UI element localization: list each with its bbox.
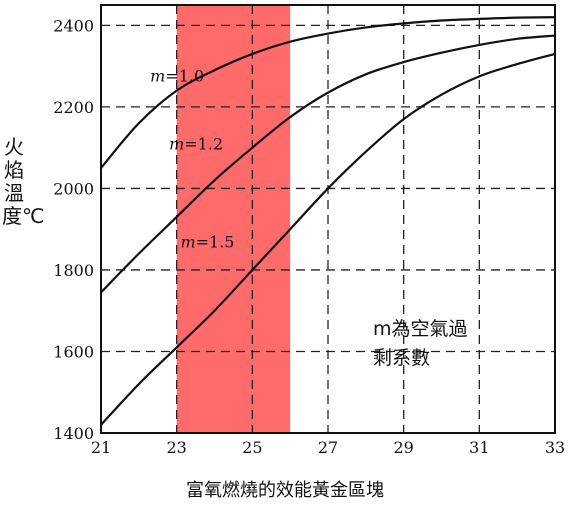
- golden-zone-band: [176, 5, 291, 433]
- x-tick-label: 31: [469, 438, 489, 457]
- curve-label-2: m=1.2: [169, 135, 223, 154]
- x-tick-label: 21: [91, 438, 111, 457]
- y-tick-label: 1600: [53, 342, 94, 361]
- series-line-3: [100, 52, 556, 426]
- curve-labels: m=1.0 m=1.2 m=1.5: [150, 67, 234, 252]
- plot-frame: [100, 4, 556, 434]
- x-tick-label: 25: [242, 438, 262, 457]
- series-line-1: [100, 16, 556, 169]
- y-tick-labels: 1400 1600 1800 2000 2200 2400: [53, 16, 94, 443]
- y-tick-label: 1400: [53, 424, 94, 443]
- curve-label-1: m=1.0: [150, 67, 204, 86]
- x-tick-label: 33: [545, 438, 565, 457]
- y-tick-label: 2400: [53, 16, 94, 35]
- grid: [101, 5, 555, 433]
- x-tick-label: 27: [318, 438, 338, 457]
- golden-zone-highlight: [176, 5, 291, 433]
- x-tick-label: 23: [166, 438, 186, 457]
- x-tick-label: 29: [393, 438, 413, 457]
- x-axis-title: 富氧燃燒的效能黃金區塊: [186, 480, 384, 501]
- annotation-line-1: m為空氣過: [373, 318, 468, 340]
- y-tick-label: 2200: [53, 98, 94, 117]
- y-tick-label: 1800: [53, 261, 94, 280]
- curve-label-3: m=1.5: [180, 233, 234, 252]
- y-axis-title: 火焰溫度℃: [2, 135, 45, 228]
- y-tick-label: 2000: [53, 179, 94, 198]
- series-line-2: [100, 34, 556, 294]
- annotation-line-2: 剩系數: [373, 347, 430, 369]
- x-tick-labels: 21 23 25 27 29 31 33: [91, 438, 565, 457]
- curves: [100, 16, 556, 426]
